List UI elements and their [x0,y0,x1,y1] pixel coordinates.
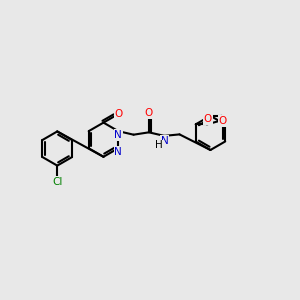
Text: O: O [114,109,123,119]
Text: O: O [218,116,226,126]
Text: O: O [145,108,153,118]
Text: N: N [161,136,169,146]
Text: Cl: Cl [52,177,62,187]
Text: N: N [114,147,122,157]
Text: O: O [204,114,212,124]
Text: H: H [155,140,163,150]
Text: N: N [114,130,122,140]
